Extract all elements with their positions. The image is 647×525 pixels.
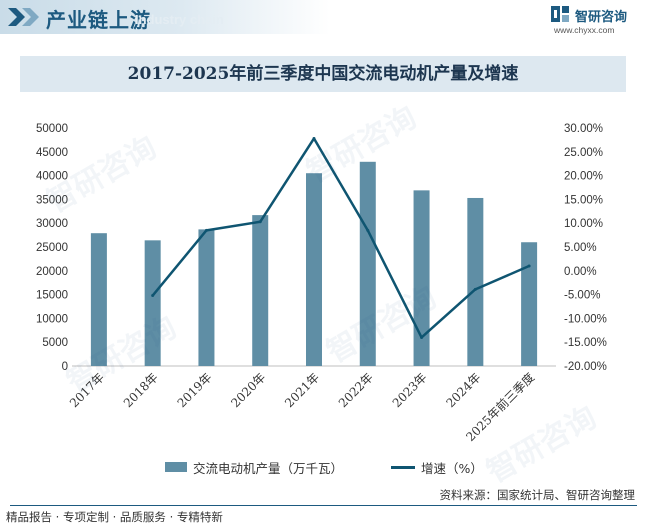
footer-divider [10, 505, 637, 506]
left-axis-tick-label: 30000 [36, 218, 68, 230]
brand-logo: 智研咨询 www.chyxx.com [549, 5, 639, 39]
right-axis-tick-label: -5.00% [564, 290, 600, 302]
right-axis-tick-label: 30.00% [564, 123, 603, 135]
bar-production [144, 240, 161, 366]
legend-bar-swatch [165, 462, 187, 472]
x-axis-category-label: 2019年 [175, 370, 215, 410]
right-axis-tick-label: -20.00% [564, 361, 607, 373]
growth-line [151, 137, 530, 339]
chevron-right-icon [8, 8, 39, 26]
right-axis-tick-label: 15.00% [564, 194, 603, 206]
growth-point [258, 220, 262, 224]
logo-url: www.chyxx.com [554, 25, 615, 35]
chart-title: 2017-2025年前三季度中国交流电动机产量及增速 [127, 64, 519, 84]
left-axis-tick-label: 0 [62, 361, 68, 373]
growth-point [420, 335, 424, 339]
x-axis-category-label: 2022年 [336, 370, 376, 410]
left-axis-tick-label: 40000 [36, 171, 68, 183]
bar-production [359, 161, 376, 366]
legend-label-production: 交流电动机产量（万千瓦） [193, 461, 344, 476]
header-watermark: Industry chain [135, 12, 224, 27]
chart-title-box: 2017-2025年前三季度中国交流电动机产量及增速 [20, 56, 626, 92]
growth-point [151, 294, 155, 298]
bar-production [90, 233, 107, 366]
growth-point [473, 287, 477, 291]
x-axis-category-label: 2018年 [121, 370, 161, 410]
right-axis-tick-label: -10.00% [564, 313, 607, 325]
left-axis-tick-label: 50000 [36, 123, 68, 135]
logo-name: 智研咨询 [575, 10, 628, 25]
legend-line-swatch [391, 466, 415, 469]
logo-icon [551, 6, 569, 22]
left-axis-tick-label: 15000 [36, 290, 68, 302]
left-axis-tick-label: 25000 [36, 242, 68, 254]
growth-point [204, 228, 208, 232]
growth-point [527, 264, 531, 268]
growth-point [366, 228, 370, 232]
left-axis-tick-label: 20000 [36, 266, 68, 278]
bar-production [413, 190, 430, 366]
right-axis-tick-label: 20.00% [564, 171, 603, 183]
left-axis-tick-label: 35000 [36, 194, 68, 206]
left-axis-tick-label: 5000 [42, 337, 68, 349]
right-axis-tick-label: 25.00% [564, 147, 603, 159]
legend-label-growth: 增速（%） [421, 461, 483, 476]
bar-production [467, 197, 484, 366]
source-note: 资料来源：国家统计局、智研咨询整理 [439, 488, 636, 502]
left-axis-tick-label: 10000 [36, 313, 68, 325]
left-axis-tick-label: 45000 [36, 147, 68, 159]
x-axis-category-label: 2017年 [67, 370, 107, 410]
bar-production [252, 215, 269, 366]
x-axis-category-label: 2023年 [390, 370, 430, 410]
right-axis-tick-label: -15.00% [564, 337, 607, 349]
x-axis-category-label: 2020年 [228, 370, 268, 410]
footer-tagline: 精品报告 · 专项定制 · 品质服务 · 专精特新 [6, 510, 223, 524]
header-banner: 产业链上游 Industry chain 智研咨询 www.chyxx.com [0, 0, 647, 42]
bar-production [521, 242, 538, 366]
bar-production [198, 229, 215, 366]
right-axis-tick-label: 5.00% [564, 242, 597, 254]
x-axis-category-label: 2024年 [443, 370, 483, 410]
header-bar [0, 0, 330, 34]
x-axis-category-label: 2021年 [282, 370, 322, 410]
right-axis-tick-label: 0.00% [564, 266, 597, 278]
growth-point [312, 136, 316, 140]
section-title: 产业链上游 [46, 8, 151, 32]
bar-production [306, 173, 322, 366]
right-axis-tick-label: 10.00% [564, 218, 603, 230]
